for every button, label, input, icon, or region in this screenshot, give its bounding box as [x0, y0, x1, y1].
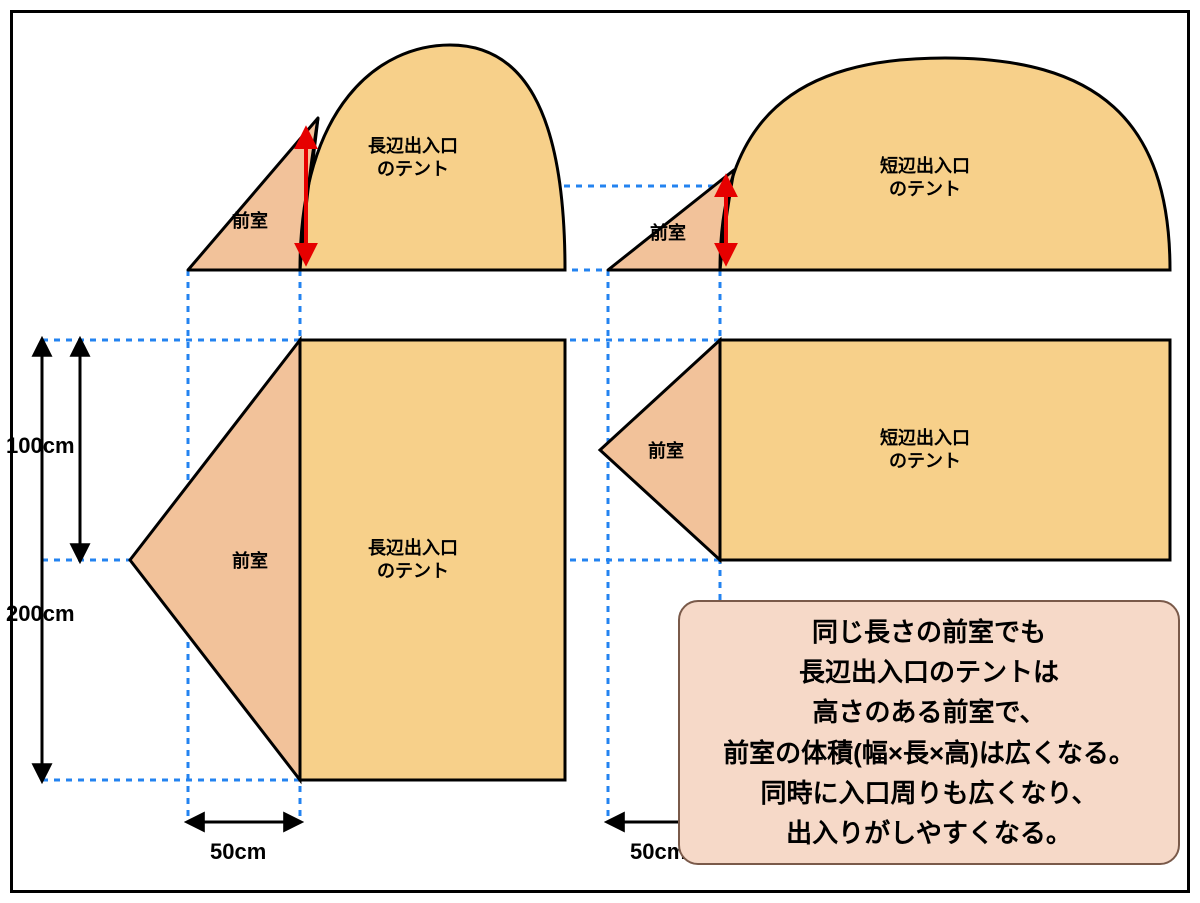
bottom-right-vestibule-label: 前室 [648, 440, 684, 463]
bottom-left-tent-label: 長辺出入口 のテント [368, 537, 458, 582]
top-right-vestibule-label: 前室 [650, 222, 686, 245]
dim-100-label: 100cm [6, 432, 76, 460]
bottom-right-tent-label: 短辺出入口 のテント [880, 427, 970, 472]
explanation-callout: 同じ長さの前室でも 長辺出入口のテントは 高さのある前室で、 前室の体積(幅×長… [678, 600, 1180, 865]
top-right-tent-label: 短辺出入口 のテント [880, 155, 970, 200]
dim-50-left-label: 50cm [210, 838, 266, 866]
top-left-tent-label: 長辺出入口 のテント [368, 135, 458, 180]
dim-200-label: 200cm [6, 600, 76, 628]
bottom-left-vestibule-label: 前室 [232, 550, 268, 573]
diagram-frame: 前室 長辺出入口 のテント 前室 短辺出入口 のテント 前室 長辺出入口 のテン… [0, 0, 1200, 903]
top-left-vestibule-label: 前室 [232, 210, 268, 233]
callout-text: 同じ長さの前室でも 長辺出入口のテントは 高さのある前室で、 前室の体積(幅×長… [723, 612, 1135, 854]
